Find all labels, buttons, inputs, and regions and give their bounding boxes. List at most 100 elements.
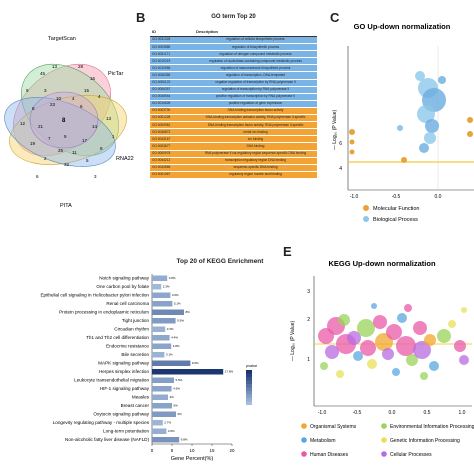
go-table-cell-id: GO:0031326: [150, 36, 194, 45]
kegg-bar-value-label: 3.1%: [166, 353, 173, 357]
kegg-bubble: [459, 355, 469, 365]
kegg-bubble: [357, 319, 375, 337]
go-table-row: GO:0051171 regulation of nitrogen compoun…: [150, 50, 317, 59]
go-table-row: GO:0043167 ion binding: [150, 135, 317, 144]
kegg-bar-value-label: 17.8%: [225, 370, 234, 374]
go-bubble: [438, 76, 446, 84]
kegg-legend-label: Cellular Processes: [390, 452, 432, 458]
kegg-bar: [152, 360, 191, 366]
go-plot-xtick-neg05: -0.5: [392, 194, 401, 200]
kegg-legend-swatch: [381, 451, 387, 457]
kegg-plot-ytick-2: 2: [307, 317, 310, 323]
kegg-bar-category-label: Protein processing in endoplasmic reticu…: [59, 310, 149, 315]
kegg-bar-xtick: 5: [171, 448, 174, 453]
kegg-bar-title: Top 20 of KEGG Enrichment: [176, 258, 264, 265]
go-table-row: GO:0001067 regulatory region nucleic acid…: [150, 171, 317, 179]
go-term-table: ID Description GO:0031326 regulation of c…: [150, 28, 317, 179]
venn-region-count: 5: [86, 158, 89, 163]
kegg-plot-ytick-3: 3: [307, 289, 310, 295]
go-plot-ytick-4: 4: [339, 166, 342, 172]
go-bubble: [415, 71, 425, 81]
kegg-bar-xtick: 15: [209, 448, 215, 453]
kegg-bar-category-label: MAPK signaling pathway: [98, 361, 150, 366]
go-bubble: [467, 117, 473, 123]
go-legend-label-mf: Molecular Function: [373, 206, 419, 212]
kegg-bubble: [367, 359, 377, 369]
kegg-bar-category-label: Long-term potentiation: [103, 429, 149, 434]
go-table-cell-desc: DNA binding: [194, 142, 317, 151]
kegg-bubble: [371, 303, 377, 309]
kegg-bubble: [336, 370, 344, 378]
venn-region-count: 45: [40, 71, 46, 76]
kegg-bubble: [396, 336, 416, 356]
kegg-bar-category-label: Leukocyte transendothelial migration: [74, 378, 149, 383]
kegg-plot-xtick-3: 0.5: [424, 410, 431, 416]
kegg-legend-label: Human Diseases: [310, 452, 349, 458]
kegg-plot-title: KEGG Up-down normalization: [328, 259, 435, 268]
venn-region-count: 12: [20, 121, 26, 126]
go-table-cell-desc: positive regulation of gene expression: [194, 100, 317, 108]
kegg-plot-xtick-1: -0.5: [353, 410, 362, 416]
kegg-bubble: [373, 315, 387, 329]
venn-ellipse-center: [29, 91, 99, 149]
venn-ellipse-targetscan: [12, 63, 112, 157]
go-table-cell-id: GO:0000981: [150, 121, 194, 130]
kegg-bar-value-label: 4.6%: [172, 293, 179, 297]
venn-region-count: 28: [78, 64, 84, 69]
kegg-bubble: [386, 324, 402, 340]
venn-region-count: 4: [98, 94, 101, 99]
kegg-bar-value-label: 4.9%: [173, 387, 180, 391]
go-table-cell-desc: regulatory region nucleic acid binding: [194, 171, 317, 179]
venn-region-count: 4: [72, 96, 75, 101]
kegg-bubble: [404, 304, 412, 312]
go-table-row: GO:0043565 sequence-specific DNA binding: [150, 164, 317, 172]
go-table-row: GO:0010556 regulation of macromolecule bi…: [150, 64, 317, 73]
kegg-bubble: [382, 348, 394, 360]
go-table-row: GO:0044212 transcription regulatory regio…: [150, 157, 317, 165]
go-table-row: GO:0045944 positive regulation of transcr…: [150, 93, 317, 101]
go-table-cell-id: GO:0043565: [150, 164, 194, 172]
venn-region-count: 6: [80, 104, 83, 109]
kegg-bar-value-label: 3.3%: [167, 327, 174, 331]
kegg-legend-swatch: [381, 437, 387, 443]
kegg-bar-legend-swatch: [246, 391, 252, 395]
venn-region-count: 23: [50, 102, 56, 107]
kegg-bar-legend-swatch: [246, 401, 252, 405]
go-table-cell-desc: DNA-binding transcription factor activit…: [194, 121, 317, 130]
go-plot-ylabel: — Log₁₀ (P Value): [332, 110, 338, 151]
kegg-bar-value-label: 2.3%: [163, 285, 170, 289]
kegg-bar-value-label: 6.8%: [181, 438, 188, 442]
go-bubble: [349, 129, 355, 135]
go-table-cell-id: GO:0003677: [150, 142, 194, 151]
venn-region-count: 7: [48, 136, 51, 141]
kegg-bar: [152, 403, 172, 409]
kegg-bar-category-label: Bile secretion: [121, 352, 149, 357]
kegg-legend-swatch: [381, 423, 387, 429]
venn-region-count: 6: [36, 174, 39, 179]
venn-ellipse-rna22: [9, 95, 127, 165]
kegg-plot-xtick-0: -1.0: [318, 410, 327, 416]
kegg-bubble: [420, 372, 428, 380]
kegg-bubble: [347, 331, 361, 345]
venn-region-count: 1: [112, 134, 115, 139]
kegg-bubble: [353, 351, 363, 361]
go-table-cell-desc: regulation of cellular biosynthetic proc…: [194, 36, 317, 45]
go-table-cell-id: GO:0010628: [150, 100, 194, 108]
venn-region-count: 15: [84, 88, 90, 93]
go-table-cell-id: GO:0046872: [150, 128, 194, 137]
kegg-bar-category-label: Non-alcoholic fatty liver disease (NAFLD…: [65, 437, 149, 442]
go-table-cell-id: GO:0009889: [150, 43, 194, 52]
go-table-cell-desc: negative regulation of transcription by …: [194, 79, 317, 87]
kegg-plot-xtick-4: 1.0: [459, 410, 466, 416]
go-table-row: GO:0019219 regulation of nucleobase-conta…: [150, 57, 317, 66]
kegg-bubble-plot: KEGG Up-down normalization — Log₁₀ (P Va…: [290, 259, 474, 458]
go-legend-label-bp: Biological Process: [373, 217, 418, 223]
kegg-bar-value-label: 5.1%: [174, 302, 181, 306]
go-bubble: [397, 125, 403, 131]
kegg-bar-value-label: 5.5%: [176, 378, 183, 382]
kegg-bar-xlabel: Gene Percent(%): [171, 456, 214, 462]
kegg-bar: [152, 335, 170, 341]
kegg-bar-legend-swatch: [246, 377, 252, 381]
kegg-bar: [152, 284, 162, 290]
